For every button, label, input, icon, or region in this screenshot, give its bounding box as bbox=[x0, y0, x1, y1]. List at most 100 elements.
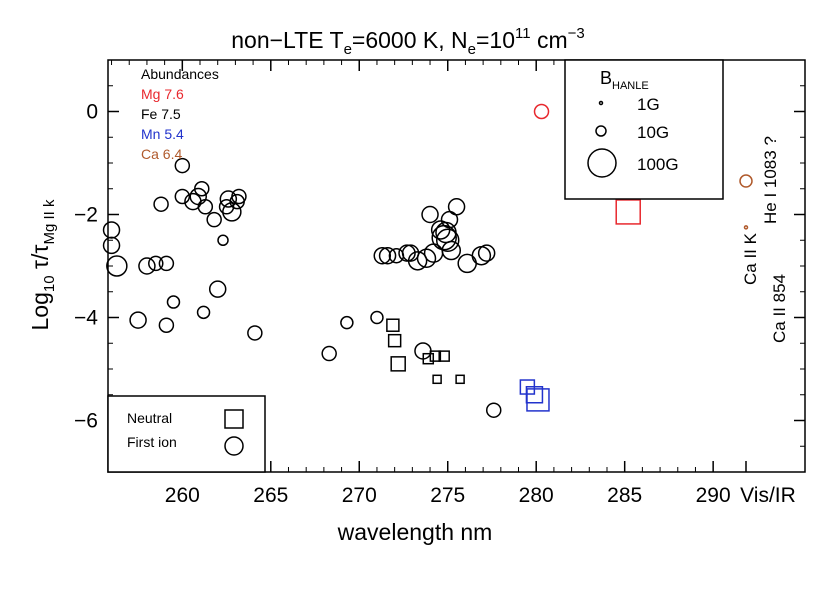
y-tick-label-0: 0 bbox=[86, 101, 98, 124]
x-tick-label-280: 280 bbox=[519, 484, 554, 507]
fe-first-ion-point-31 bbox=[388, 247, 405, 264]
x-tick-label-285: 285 bbox=[607, 484, 642, 507]
fe-first-ion-point-15 bbox=[196, 305, 211, 320]
fe-neutral-point-0 bbox=[386, 318, 400, 332]
hanle-marker-100g bbox=[587, 148, 617, 178]
hanle-legend: BHANLE 1G 10G 100G bbox=[564, 59, 724, 200]
hanle-label-10g: 10G bbox=[637, 123, 669, 142]
hanle-title-b: B bbox=[600, 68, 612, 88]
hanle-title-sub: HANLE bbox=[612, 80, 649, 92]
hanle-label-1g: 1G bbox=[637, 95, 660, 114]
ylabel-tau-sub: Mg II k bbox=[41, 199, 58, 245]
label-ca-ii-854: Ca II 854 bbox=[770, 274, 789, 343]
fe-first-ion-point-41 bbox=[435, 228, 460, 252]
visir-point-0 bbox=[739, 174, 753, 188]
fe-first-ion-point-18 bbox=[208, 280, 227, 298]
fe-first-ion-point-35 bbox=[416, 248, 437, 269]
fe-first-ion-point-5 bbox=[148, 255, 164, 272]
x-tick-label-visir: Vis/IR bbox=[740, 484, 796, 507]
fe-first-ion-point-36 bbox=[421, 205, 439, 224]
title-mid: =6000 K, N bbox=[352, 27, 468, 53]
fe-first-ion-point-25 bbox=[247, 325, 263, 341]
title-prefix: non−LTE T bbox=[231, 27, 343, 53]
legend-first-ion-circle bbox=[224, 436, 244, 456]
fe-first-ion-point-0 bbox=[102, 221, 121, 239]
title-ne-sub: e bbox=[468, 41, 476, 58]
abundance-mg: Mg 7.6 bbox=[141, 86, 184, 102]
fe-first-ion-point-21 bbox=[219, 190, 238, 208]
fe-first-ion-point-24 bbox=[231, 188, 247, 205]
x-tick-label-290: 290 bbox=[696, 484, 731, 507]
hanle-label-100g: 100G bbox=[637, 155, 679, 174]
marker-legend-box bbox=[107, 395, 266, 473]
hanle-legend-title: BHANLE bbox=[600, 68, 649, 92]
fe-first-ion-point-43 bbox=[441, 240, 462, 261]
fe-first-ion-point-19 bbox=[217, 234, 229, 246]
fe-first-ion-point-11 bbox=[174, 188, 191, 205]
fe-first-ion-point-33 bbox=[401, 244, 420, 262]
x-tick-label-265: 265 bbox=[253, 484, 288, 507]
legend-first-ion-label: First ion bbox=[127, 434, 177, 450]
fe-first-ion-point-48 bbox=[485, 402, 502, 418]
mn-neutral-point-2 bbox=[526, 388, 550, 412]
fe-neutral-point-7 bbox=[455, 374, 465, 385]
fe-neutral-point-6 bbox=[432, 374, 442, 385]
fe-first-ion-point-9 bbox=[166, 295, 181, 309]
x-tick-label-275: 275 bbox=[430, 484, 465, 507]
fe-first-ion-point-30 bbox=[378, 246, 397, 265]
fe-first-ion-point-17 bbox=[206, 211, 222, 228]
fe-first-ion-point-27 bbox=[340, 315, 354, 330]
y-tick-label-1: −2 bbox=[74, 204, 98, 227]
ylabel-tau: τ/τ bbox=[27, 245, 53, 276]
x-axis-label: wavelength nm bbox=[337, 519, 493, 545]
title-exp: 11 bbox=[515, 25, 531, 42]
fe-first-ion-point-28 bbox=[370, 310, 384, 325]
ylabel-pre: Log bbox=[27, 292, 53, 330]
abundance-ca: Ca 6.4 bbox=[141, 146, 182, 162]
fe-neutral-point-2 bbox=[390, 356, 406, 372]
fe-first-ion-point-26 bbox=[321, 345, 337, 362]
label-ca-ii-k: Ca II K bbox=[741, 232, 760, 285]
fe-first-ion-point-34 bbox=[407, 251, 428, 271]
visir-point-1 bbox=[743, 225, 749, 230]
fe-neutral-point-4 bbox=[429, 350, 442, 362]
hanle-legend-box bbox=[564, 59, 724, 200]
legend-neutral-label: Neutral bbox=[127, 410, 172, 426]
fe-first-ion-point-16 bbox=[197, 199, 214, 215]
fe-first-ion-point-10 bbox=[174, 157, 191, 174]
fe-neutral-point-3 bbox=[422, 352, 435, 365]
fe-first-ion-point-3 bbox=[129, 311, 147, 329]
marker-legend: Neutral First ion bbox=[107, 395, 266, 473]
y-tick-label-2: −4 bbox=[74, 307, 98, 330]
y-tick-label-3: −6 bbox=[74, 410, 98, 433]
abundance-fe: Fe 7.5 bbox=[141, 106, 181, 122]
fe-first-ion-point-4 bbox=[138, 257, 156, 275]
ylabel-log-sub: 10 bbox=[41, 275, 58, 292]
fe-first-ion-point-46 bbox=[471, 245, 492, 266]
mg-neutral-point-0 bbox=[615, 199, 641, 225]
fe-first-ion-point-2 bbox=[106, 255, 128, 277]
fe-first-ion-point-8 bbox=[158, 317, 175, 333]
fe-neutral-point-1 bbox=[387, 333, 402, 348]
fe-neutral-point-5 bbox=[438, 350, 450, 362]
fe-first-ion-point-45 bbox=[457, 253, 477, 274]
abundance-mn: Mn 5.4 bbox=[141, 126, 184, 142]
chart-title: non−LTE Te=6000 K, Ne=1011 cm−3 bbox=[231, 25, 584, 58]
hanle-marker-10g bbox=[595, 125, 607, 137]
abundances-title: Abundances bbox=[141, 66, 219, 82]
y-axis-label: Log10 τ/τMg II k bbox=[27, 199, 58, 331]
title-eq: =10 bbox=[476, 27, 515, 53]
fe-first-ion-point-44 bbox=[447, 198, 466, 216]
fe-first-ion-point-7 bbox=[158, 255, 175, 272]
data-marks bbox=[102, 103, 753, 418]
hanle-marker-1g bbox=[598, 100, 604, 106]
mg-first-ion-point-0 bbox=[533, 103, 550, 120]
fe-first-ion-point-22 bbox=[222, 202, 242, 222]
fe-first-ion-point-47 bbox=[477, 244, 496, 262]
title-unit-exp: −3 bbox=[568, 25, 585, 42]
x-tick-label-260: 260 bbox=[165, 484, 200, 507]
abundances-legend: Abundances Mg 7.6 Fe 7.5 Mn 5.4 Ca 6.4 bbox=[141, 66, 219, 162]
label-he-i-1083: He I 1083 ? bbox=[761, 136, 780, 224]
fe-first-ion-point-14 bbox=[194, 181, 210, 197]
